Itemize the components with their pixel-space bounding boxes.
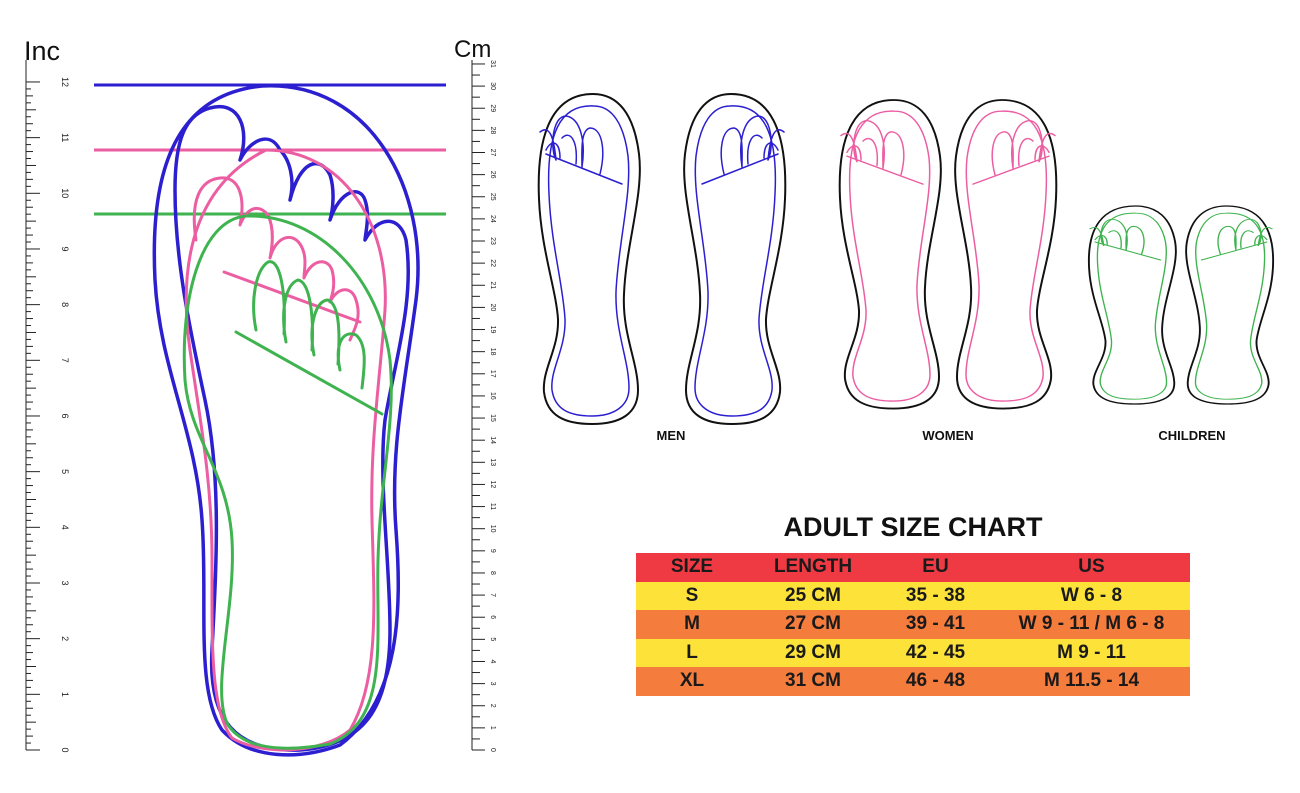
size-cell: S xyxy=(685,584,699,606)
inch-tick-label: 5 xyxy=(60,469,70,474)
inch-tick-label: 1 xyxy=(60,692,70,697)
cm-tick-label: 4 xyxy=(489,660,496,664)
cm-unit-label: Cm xyxy=(454,36,492,63)
cm-tick-label: 16 xyxy=(489,392,496,400)
cm-tick-label: 19 xyxy=(489,326,496,334)
eu-cell: 42 - 45 xyxy=(905,641,966,663)
cm-tick-label: 29 xyxy=(489,104,496,112)
men-feet-pair xyxy=(537,93,787,425)
cm-tick-label: 1 xyxy=(489,726,496,730)
cm-tick-label: 8 xyxy=(489,571,496,575)
cm-tick-label: 18 xyxy=(489,348,496,356)
cm-tick-label: 30 xyxy=(489,82,496,90)
children-left-foot xyxy=(1087,205,1177,405)
header-eu: EU xyxy=(922,556,949,577)
table-row: S 25 CM 35 - 38 W 6 - 8 xyxy=(636,581,1190,611)
inch-tick-label: 12 xyxy=(60,77,70,87)
cm-tick-label: 0 xyxy=(489,748,496,752)
length-cell: 25 CM xyxy=(785,584,841,606)
cm-tick-label: 22 xyxy=(489,259,496,267)
cm-tick-label: 10 xyxy=(489,525,496,533)
cm-tick-label: 15 xyxy=(489,414,496,422)
inch-tick-label: 6 xyxy=(60,413,70,418)
cm-tick-label: 2 xyxy=(489,704,496,708)
header-length: LENGTH xyxy=(773,556,853,577)
length-cell: 29 CM xyxy=(785,641,841,663)
length-cell: 31 CM xyxy=(785,670,841,692)
length-cell: 27 CM xyxy=(785,613,841,635)
inch-tick-label: 8 xyxy=(60,302,70,307)
women-left-foot xyxy=(838,99,942,410)
women-label: WOMEN xyxy=(922,428,974,443)
women-feet-pair xyxy=(838,99,1058,410)
cm-tick-label: 21 xyxy=(489,281,496,289)
cm-tick-label: 31 xyxy=(489,60,496,68)
cm-tick-label: 28 xyxy=(489,126,496,134)
cm-tick-label: 23 xyxy=(489,237,496,245)
cm-tick-label: 17 xyxy=(489,370,496,378)
eu-cell: 46 - 48 xyxy=(905,670,966,692)
eu-cell: 39 - 41 xyxy=(905,613,966,635)
us-cell: M 9 - 11 xyxy=(1057,641,1126,663)
cm-tick-label: 5 xyxy=(489,637,496,641)
cm-tick-label: 11 xyxy=(489,503,496,510)
women-toes-outline xyxy=(192,176,362,342)
men-outer-outline xyxy=(152,84,420,757)
cm-tick-label: 25 xyxy=(489,193,496,201)
inch-tick-label: 2 xyxy=(60,636,70,641)
size-table-header: SIZE LENGTH EU US xyxy=(636,553,1190,582)
size-cell: L xyxy=(686,641,698,663)
size-cell: XL xyxy=(679,670,705,692)
header-us: US xyxy=(1078,556,1105,577)
inch-tick-label: 7 xyxy=(60,358,70,363)
cm-tick-label: 27 xyxy=(489,149,496,157)
table-row: M 27 CM 39 - 41 W 9 - 11 / M 6 - 8 xyxy=(636,610,1190,639)
cm-tick-label: 24 xyxy=(489,215,496,223)
cm-tick-label: 7 xyxy=(489,593,496,597)
inch-tick-label: 10 xyxy=(60,188,70,198)
children-feet-pair xyxy=(1087,205,1275,405)
cm-tick-label: 26 xyxy=(489,171,496,179)
cm-tick-label: 6 xyxy=(489,615,496,619)
table-row: L 29 CM 42 - 45 M 9 - 11 xyxy=(636,638,1190,668)
inch-tick-label: 0 xyxy=(60,747,70,752)
size-chart-table: SIZE LENGTH EU US S 25 CM 35 - 38 W 6 - … xyxy=(636,553,1190,696)
large-feet-comparison xyxy=(152,84,420,757)
men-label: MEN xyxy=(656,428,686,443)
header-size: SIZE xyxy=(670,556,714,577)
size-cell: M xyxy=(684,613,700,635)
women-right-foot xyxy=(954,99,1058,410)
cm-tick-label: 13 xyxy=(489,458,496,466)
children-foot-outline xyxy=(182,214,393,750)
inch-tick-label: 3 xyxy=(60,580,70,585)
inch-tick-label: 11 xyxy=(60,133,70,142)
cm-ruler: 0123456789101112131415161718192021222324… xyxy=(471,60,496,752)
men-right-foot xyxy=(683,93,787,425)
cm-tick-label: 9 xyxy=(489,549,496,553)
children-label: CHILDREN xyxy=(1158,428,1226,443)
cm-tick-label: 14 xyxy=(489,436,496,444)
us-cell: W 6 - 8 xyxy=(1060,584,1123,606)
inch-tick-label: 4 xyxy=(60,525,70,530)
size-chart-title: ADULT SIZE CHART xyxy=(783,512,1043,542)
us-cell: W 9 - 11 / M 6 - 8 xyxy=(1018,613,1165,635)
cm-tick-label: 12 xyxy=(489,481,496,489)
cm-tick-label: 20 xyxy=(489,304,496,312)
cm-tick-label: 3 xyxy=(489,682,496,686)
women-foot-outline xyxy=(184,148,387,752)
table-row: XL 31 CM 46 - 48 M 11.5 - 14 xyxy=(636,667,1190,696)
inch-tick-label: 9 xyxy=(60,246,70,251)
men-left-foot xyxy=(537,93,641,425)
us-cell: M 11.5 - 14 xyxy=(1043,670,1140,692)
inch-unit-label: Inc xyxy=(24,36,61,66)
eu-cell: 35 - 38 xyxy=(905,584,966,606)
children-right-foot xyxy=(1185,205,1275,405)
children-toes-outline xyxy=(234,260,384,416)
